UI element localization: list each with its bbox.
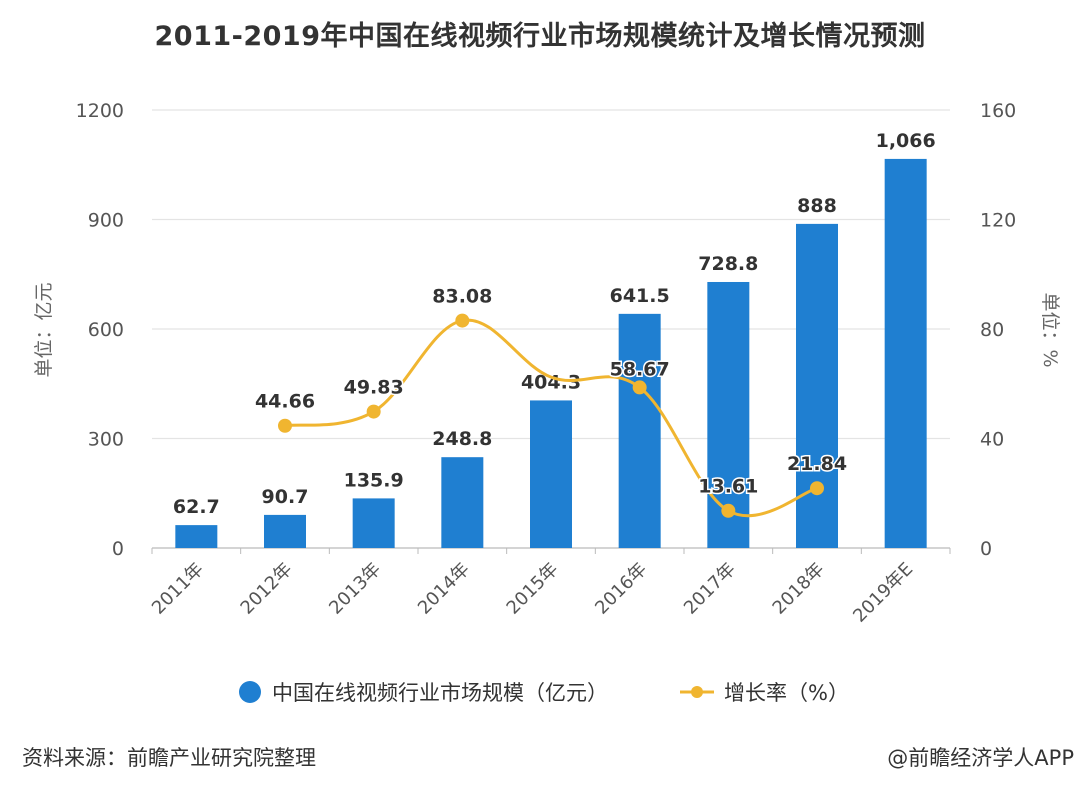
bar — [352, 498, 395, 548]
bar — [264, 514, 306, 548]
bar-series — [175, 158, 927, 548]
legend-bar-label: 中国在线视频行业市场规模（亿元） — [272, 681, 608, 705]
bar — [707, 281, 750, 548]
growth-rate-label: 44.66 — [255, 391, 315, 413]
chart-title: 2011-2019年中国在线视频行业市场规模统计及增长情况预测 — [154, 21, 926, 52]
bar — [884, 158, 927, 548]
x-category-label: 2014年 — [414, 559, 474, 619]
left-tick-label: 1200 — [76, 100, 124, 122]
bar-value-label: 888 — [797, 195, 837, 217]
growth-rate-point — [455, 313, 470, 328]
bar — [796, 223, 838, 548]
left-tick-label: 0 — [112, 538, 124, 560]
right-tick-label: 80 — [980, 319, 1004, 341]
right-tick-label: 120 — [980, 210, 1016, 232]
growth-rate-point — [632, 380, 647, 395]
x-category-label: 2015年 — [503, 559, 563, 619]
x-category-label: 2017年 — [680, 559, 740, 619]
x-category-label: 2012年 — [237, 559, 297, 619]
bar-value-label: 248.8 — [432, 428, 492, 450]
growth-rate-point — [721, 503, 736, 518]
growth-rate-label: 83.08 — [432, 286, 492, 308]
bar-value-label: 62.7 — [173, 496, 220, 518]
bar-value-label: 641.5 — [610, 285, 670, 307]
left-axis: 0 300 600 900 1200 — [76, 100, 124, 560]
line-labels: 44.66 49.83 83.08 58.67 13.61 21.84 — [253, 284, 848, 499]
right-axis: 0 40 80 120 160 — [980, 100, 1016, 560]
right-tick-label: 160 — [980, 100, 1016, 122]
left-axis-title: 单位：亿元 — [33, 282, 55, 377]
bar-value-label: 728.8 — [698, 253, 758, 275]
legend: 中国在线视频行业市场规模（亿元） 增长率（%） — [239, 681, 849, 705]
bar — [441, 457, 484, 548]
left-tick-label: 600 — [88, 319, 124, 341]
right-tick-label: 40 — [980, 429, 1004, 451]
bar — [530, 400, 572, 548]
bar-value-label: 404.3 — [521, 371, 581, 393]
growth-rate-point — [366, 404, 381, 419]
bar-value-label: 90.7 — [262, 486, 309, 508]
bar-value-label: 1,066 — [876, 130, 936, 152]
credit-watermark: @前瞻经济学人APP — [887, 746, 1074, 770]
growth-rate-label: 13.61 — [698, 476, 758, 498]
left-tick-label: 900 — [88, 210, 124, 232]
growth-rate-point — [278, 418, 292, 433]
legend-line-label: 增长率（%） — [724, 681, 849, 705]
x-category-label: 2018年 — [769, 559, 829, 619]
bar — [618, 313, 661, 548]
line-series — [278, 313, 824, 518]
growth-rate-point — [810, 481, 824, 496]
growth-rate-label: 21.84 — [787, 453, 847, 475]
bar — [175, 525, 218, 548]
right-axis-title: 单位：% — [1039, 292, 1061, 367]
bar-labels: 62.7 90.7 135.9 248.8 404.3 641.5 728.8 888 1,06… — [173, 130, 936, 518]
x-category-label: 2016年 — [591, 559, 651, 619]
right-tick-label: 0 — [980, 538, 992, 560]
growth-rate-label: 49.83 — [344, 377, 404, 399]
x-category-label: 2019年E — [849, 559, 917, 627]
left-tick-label: 300 — [88, 429, 124, 451]
legend-line-marker-dot — [691, 686, 703, 698]
x-category-label: 2011年 — [148, 559, 208, 619]
source-note: 资料来源：前瞻产业研究院整理 — [22, 746, 316, 770]
bar-value-label: 135.9 — [344, 469, 404, 491]
x-axis-categories: 2011年 2012年 2013年 2014年 2015年 2016年 2017年 2018年… — [148, 559, 917, 627]
growth-rate-label: 58.67 — [610, 358, 670, 380]
legend-bar-marker — [239, 681, 261, 703]
x-category-label: 2013年 — [325, 559, 385, 619]
